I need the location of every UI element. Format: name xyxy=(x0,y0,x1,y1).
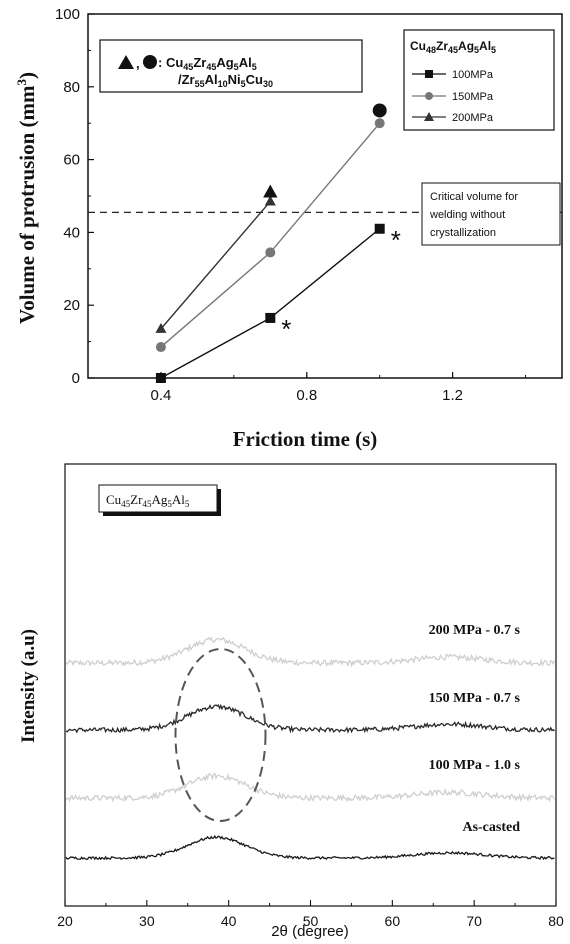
data-point-200mpa xyxy=(264,195,276,206)
critical-volume-annotation: Critical volume for welding without crys… xyxy=(421,182,561,246)
combo-line2: /Zr55Al10Ni5Cu30 xyxy=(178,72,273,89)
combo-line1: : Cu45Zr45Ag5Al5 xyxy=(158,55,257,72)
xrd-trace xyxy=(65,636,556,668)
bottom-y-axis-label: Intensity (a.u) xyxy=(18,629,39,743)
xrd-trace xyxy=(65,703,555,734)
circle-marker-icon xyxy=(425,92,433,100)
critical-volume-line2: welding without xyxy=(429,209,505,221)
bottom-x-tick-label: 80 xyxy=(548,913,564,929)
top-y-tick-label: 100 xyxy=(55,6,80,23)
top-y-tick-label: 60 xyxy=(63,152,80,169)
top-x-tick-label: 0.4 xyxy=(150,387,171,404)
top-y-tick-label: 20 xyxy=(63,297,80,314)
combo-comma: , xyxy=(136,56,140,71)
top-ticks: 0.4 0.8 1.2 0 20 40 60 80 100 xyxy=(55,6,562,404)
legend-label-100mpa: 100MPa xyxy=(452,69,494,81)
top-series: ** xyxy=(155,103,401,383)
xrd-trace-label: 100 MPa - 1.0 s xyxy=(429,758,521,773)
top-x-tick-label: 0.8 xyxy=(296,387,317,404)
bottom-x-tick-label: 50 xyxy=(303,913,319,929)
critical-volume-box xyxy=(421,182,561,246)
bottom-ticks: 20 30 40 50 60 70 80 xyxy=(57,900,564,929)
combo-data-point xyxy=(372,103,387,118)
top-y-tick-label: 0 xyxy=(72,370,80,387)
data-point-200mpa xyxy=(155,322,167,333)
top-y-axis-label: Volume of protrusion (mm3) xyxy=(14,72,39,324)
peak-highlight-ellipse xyxy=(174,648,267,822)
top-y-tick-label: 40 xyxy=(63,224,80,241)
combo-circle-icon xyxy=(143,55,157,69)
bottom-x-axis-label: 2θ (degree) xyxy=(271,923,349,940)
triangle-marker-icon xyxy=(424,112,434,121)
top-x-axis-label: Friction time (s) xyxy=(233,427,378,451)
xrd-trace-label: 150 MPa - 0.7 s xyxy=(429,691,521,706)
data-point-100mpa xyxy=(265,312,276,323)
square-marker-icon xyxy=(425,70,433,78)
bottom-x-tick-label: 40 xyxy=(221,913,237,929)
data-point-100mpa xyxy=(155,373,166,383)
xrd-trace xyxy=(65,834,555,861)
bottom-x-tick-label: 60 xyxy=(385,913,401,929)
critical-volume-line3: crystallization xyxy=(430,227,496,239)
asterisk-marker: * xyxy=(391,225,401,255)
sample-label-text: Cu45Zr45Ag5Al5 xyxy=(106,492,190,509)
bottom-series: 200 MPa - 0.7 s 150 MPa - 0.7 s 100 MPa - … xyxy=(65,623,556,861)
bottom-x-tick-label: 30 xyxy=(139,913,155,929)
legend-entry-100mpa: 100MPa xyxy=(412,69,494,81)
bottom-x-tick-label: 20 xyxy=(57,913,73,929)
legend-label-200mpa: 200MPa xyxy=(452,112,494,124)
combo-legend-box xyxy=(99,39,363,93)
series-legend: Cu48Zr45Ag5Al5 100MPa 150MPa 200MPa xyxy=(403,29,555,131)
data-point-150mpa xyxy=(265,247,276,258)
series-legend-title: Cu48Zr45Ag5Al5 xyxy=(410,39,496,55)
combo-data-point xyxy=(263,184,278,198)
data-point-100mpa xyxy=(374,223,385,234)
xrd-trace xyxy=(65,772,555,803)
xrd-trace-label: 200 MPa - 0.7 s xyxy=(429,623,521,638)
legend-entry-150mpa: 150MPa xyxy=(412,91,494,103)
combo-triangle-icon xyxy=(118,55,134,69)
series-line-200mpa xyxy=(160,201,271,330)
legend-entry-200mpa: 200MPa xyxy=(412,112,494,124)
combo-legend: , : Cu45Zr45Ag5Al5 /Zr55Al10Ni5Cu30 xyxy=(99,39,363,93)
bottom-x-tick-label: 70 xyxy=(466,913,482,929)
top-x-tick-label: 1.2 xyxy=(442,387,463,404)
sample-label-box xyxy=(98,484,218,513)
legend-label-150mpa: 150MPa xyxy=(452,91,494,103)
xrd-trace-label: As-casted xyxy=(462,820,520,835)
sample-label: Cu45Zr45Ag5Al5 xyxy=(98,484,221,516)
data-point-150mpa xyxy=(374,118,385,129)
top-y-tick-label: 80 xyxy=(63,79,80,96)
xrd-chart: 20 30 40 50 60 70 80 200 MPa - 0.7 s 150 MPa - … xyxy=(18,463,564,940)
bottom-plot-frame xyxy=(64,463,557,907)
asterisk-marker: * xyxy=(281,314,291,344)
data-point-150mpa xyxy=(155,342,166,353)
critical-volume-line1: Critical volume for xyxy=(430,191,518,203)
